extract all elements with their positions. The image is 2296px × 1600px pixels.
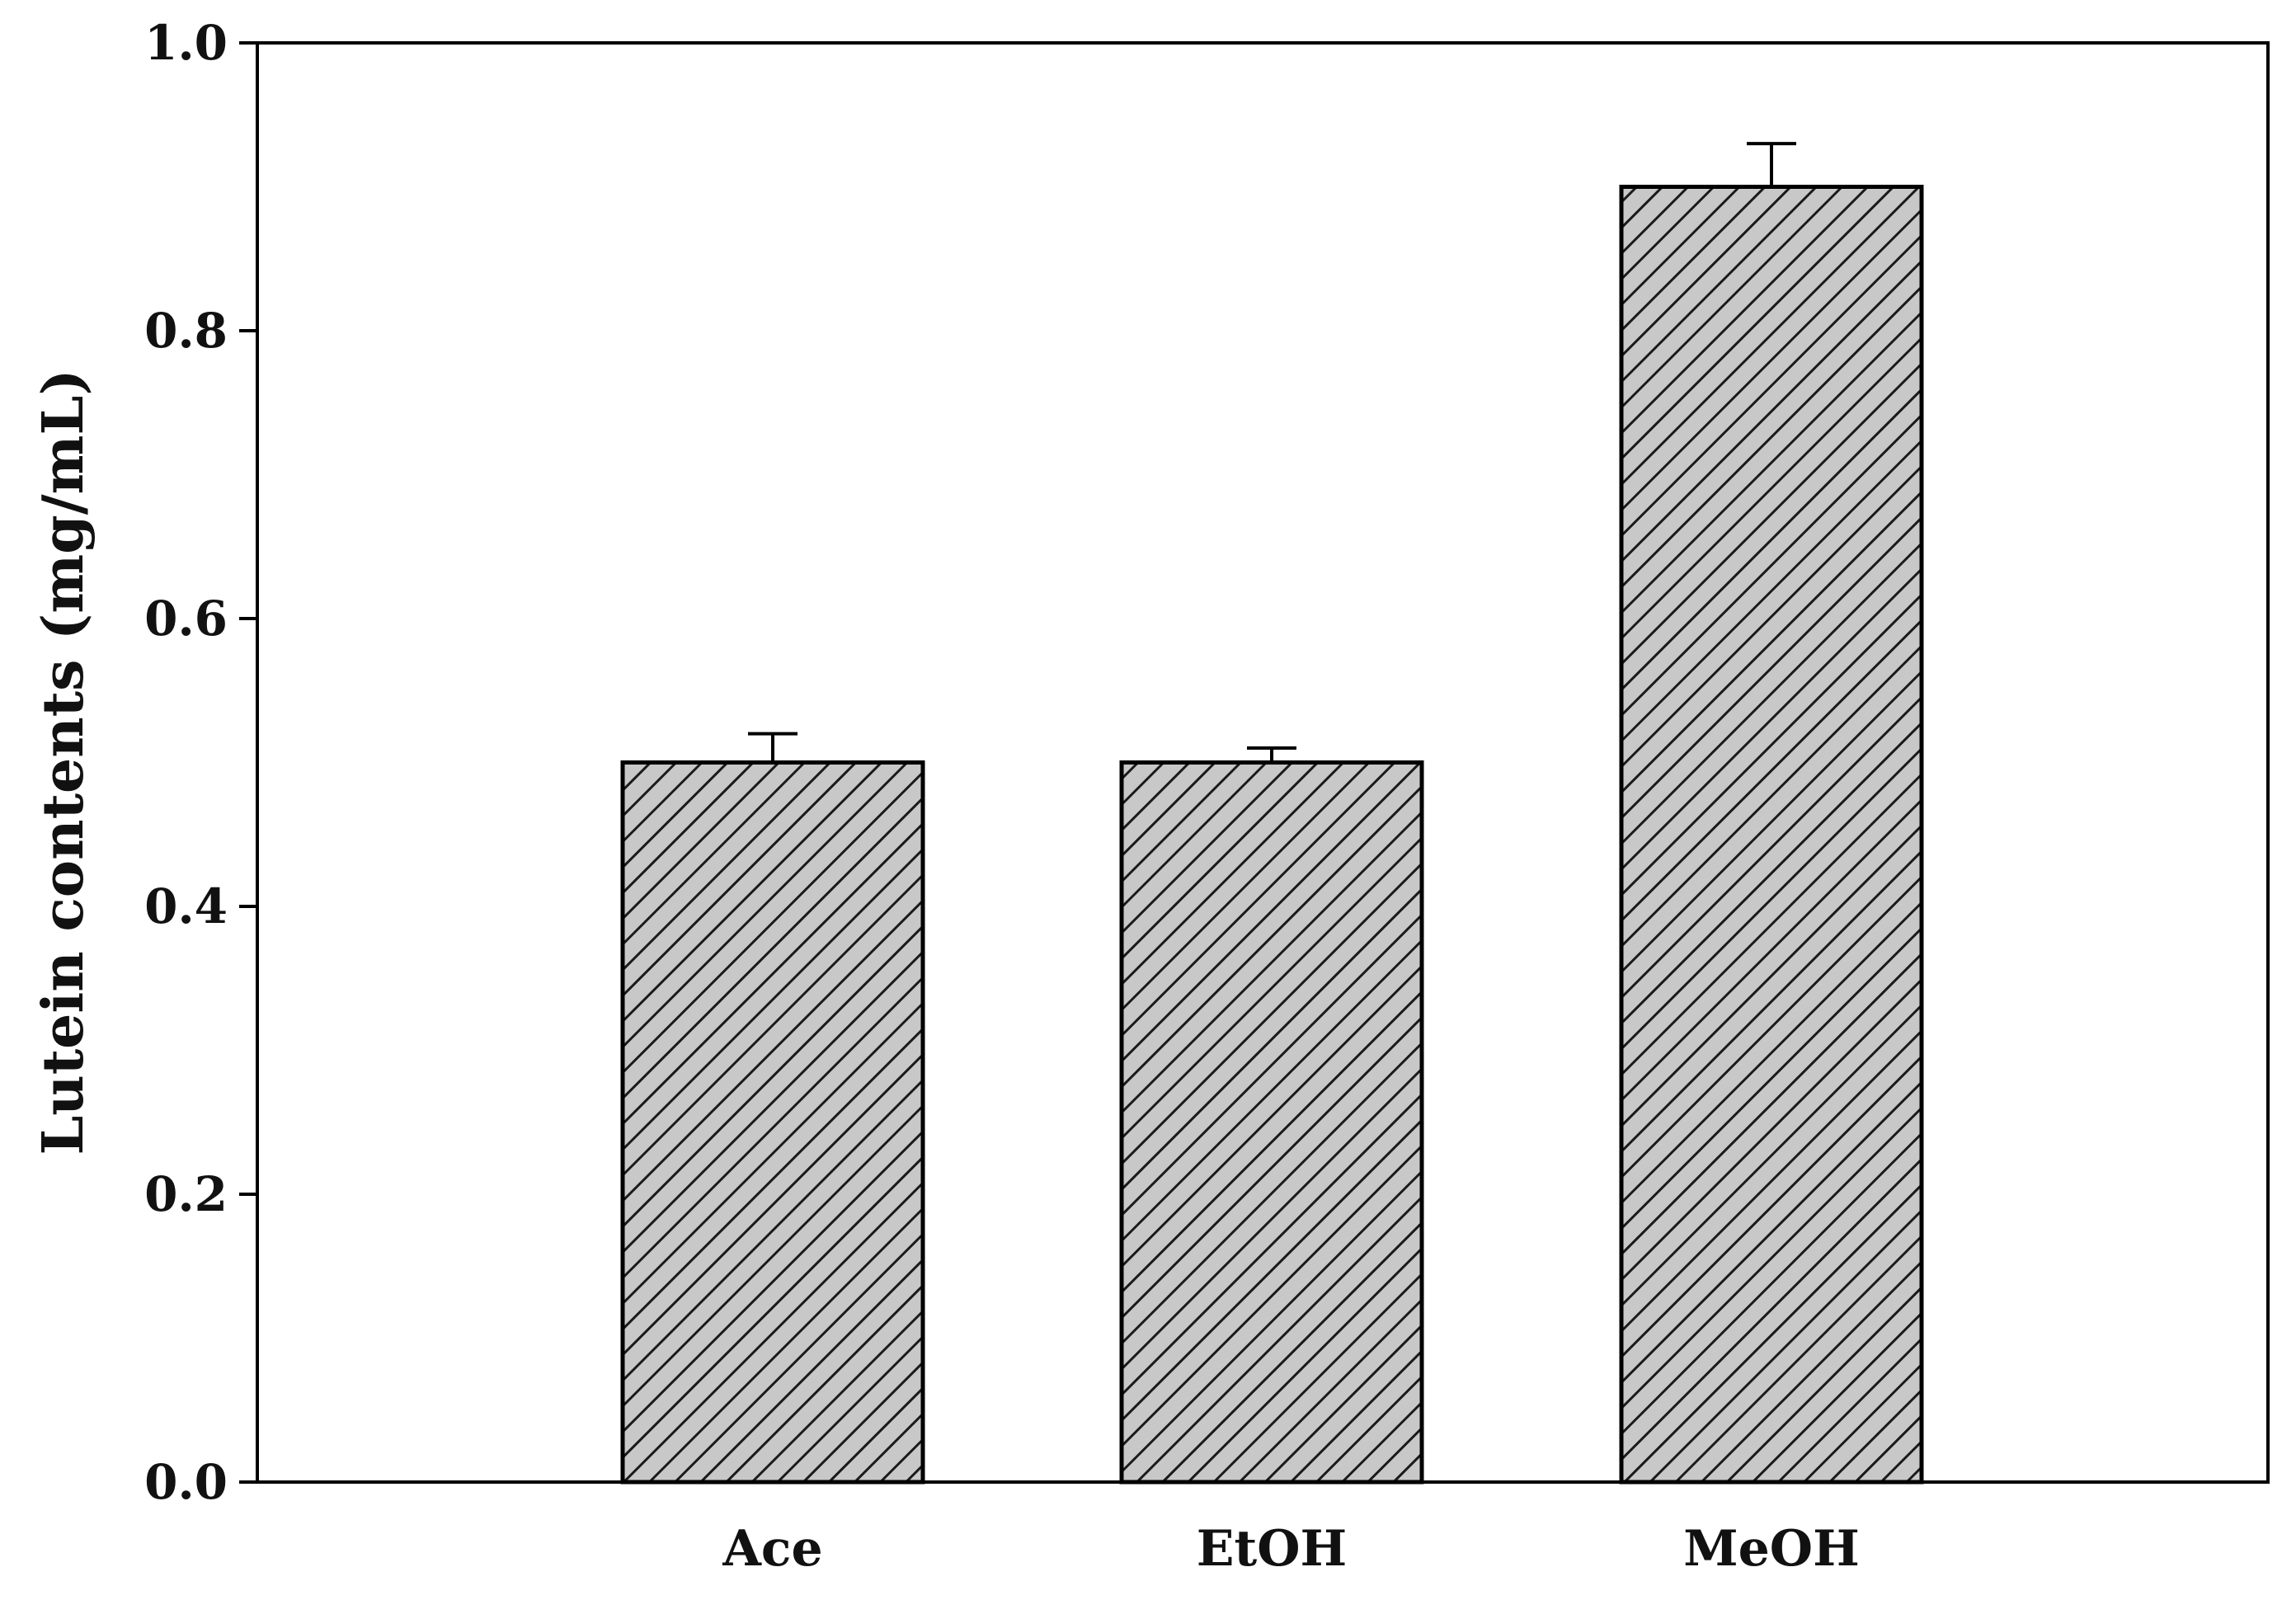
y-axis-title: Lutein contents (mg/mL) xyxy=(31,369,96,1155)
bar-etoh xyxy=(1119,760,1424,1485)
x-tick-label: EtOH xyxy=(1197,1520,1347,1578)
x-axis: Ace EtOH MeOH xyxy=(722,1520,1859,1578)
y-tick-label: 0.6 xyxy=(144,591,228,647)
y-tick-label: 0.0 xyxy=(144,1454,228,1510)
bar-meoh xyxy=(1619,185,1924,1485)
y-tick-label: 0.2 xyxy=(144,1166,228,1222)
y-tick-label: 1.0 xyxy=(144,15,228,71)
x-tick-label: MeOH xyxy=(1683,1520,1860,1578)
y-tick-label: 0.4 xyxy=(144,878,228,934)
error-bars-group xyxy=(748,142,1796,763)
x-tick-label: Ace xyxy=(722,1520,822,1578)
bars-group xyxy=(620,185,1924,1485)
bar-ace xyxy=(620,760,925,1485)
y-tick-label: 0.8 xyxy=(144,303,228,359)
y-axis: 0.0 0.2 0.4 0.6 0.8 1.0 xyxy=(144,15,257,1510)
